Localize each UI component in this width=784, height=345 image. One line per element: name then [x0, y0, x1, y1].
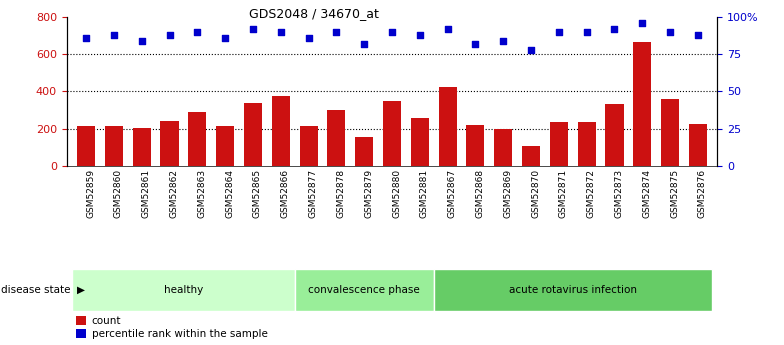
Point — [191, 29, 204, 35]
Bar — [272, 96, 290, 166]
Point — [524, 47, 537, 53]
Legend: count, percentile rank within the sample: count, percentile rank within the sample — [72, 312, 272, 344]
Bar — [244, 104, 262, 166]
Bar — [661, 99, 679, 166]
Bar — [161, 121, 179, 166]
Bar — [522, 146, 540, 166]
Bar — [383, 101, 401, 166]
Bar — [633, 42, 652, 166]
Bar — [72, 269, 295, 310]
Point — [163, 32, 176, 38]
Text: GSM52877: GSM52877 — [309, 169, 318, 218]
Point — [330, 29, 343, 35]
Point — [608, 26, 621, 32]
Text: GSM52873: GSM52873 — [615, 169, 623, 218]
Text: GSM52864: GSM52864 — [225, 169, 234, 218]
Point — [80, 35, 93, 41]
Point — [691, 32, 704, 38]
Point — [303, 35, 315, 41]
Bar — [132, 128, 151, 166]
Text: GSM52863: GSM52863 — [198, 169, 206, 218]
Point — [247, 26, 260, 32]
Point — [219, 35, 231, 41]
Bar — [299, 126, 318, 166]
Bar — [494, 128, 512, 166]
Bar — [411, 118, 429, 166]
Text: GSM52859: GSM52859 — [86, 169, 95, 218]
Text: GSM52875: GSM52875 — [670, 169, 679, 218]
Text: healthy: healthy — [164, 285, 203, 295]
Text: convalescence phase: convalescence phase — [308, 285, 420, 295]
Text: GSM52868: GSM52868 — [475, 169, 485, 218]
Bar — [295, 269, 434, 310]
Bar — [689, 124, 707, 166]
Text: acute rotavirus infection: acute rotavirus infection — [509, 285, 637, 295]
Bar — [438, 87, 456, 166]
Bar — [105, 126, 123, 166]
Bar — [466, 125, 485, 166]
Point — [469, 41, 481, 47]
Text: GSM52861: GSM52861 — [142, 169, 151, 218]
Bar — [550, 122, 568, 166]
Point — [636, 20, 648, 26]
Text: GSM52870: GSM52870 — [531, 169, 540, 218]
Point — [553, 29, 565, 35]
Bar — [216, 126, 234, 166]
Text: GSM52881: GSM52881 — [419, 169, 429, 218]
Bar — [188, 112, 206, 166]
Point — [580, 29, 593, 35]
Text: GSM52865: GSM52865 — [253, 169, 262, 218]
Text: GSM52879: GSM52879 — [365, 169, 373, 218]
Text: GSM52866: GSM52866 — [281, 169, 290, 218]
Point — [136, 38, 148, 44]
Bar — [434, 269, 712, 310]
Bar — [77, 126, 95, 166]
Text: GSM52872: GSM52872 — [586, 169, 596, 218]
Text: GDS2048 / 34670_at: GDS2048 / 34670_at — [249, 7, 379, 20]
Point — [274, 29, 287, 35]
Point — [497, 38, 510, 44]
Text: GSM52867: GSM52867 — [448, 169, 456, 218]
Bar — [355, 137, 373, 166]
Point — [441, 26, 454, 32]
Text: GSM52869: GSM52869 — [503, 169, 512, 218]
Text: GSM52878: GSM52878 — [336, 169, 346, 218]
Bar — [605, 105, 623, 166]
Point — [413, 32, 426, 38]
Text: GSM52871: GSM52871 — [559, 169, 568, 218]
Text: disease state  ▶: disease state ▶ — [1, 285, 85, 295]
Point — [386, 29, 398, 35]
Text: GSM52860: GSM52860 — [114, 169, 123, 218]
Point — [107, 32, 120, 38]
Bar — [328, 110, 346, 166]
Text: GSM52880: GSM52880 — [392, 169, 401, 218]
Bar — [578, 122, 596, 166]
Point — [664, 29, 677, 35]
Text: GSM52862: GSM52862 — [169, 169, 179, 218]
Text: GSM52876: GSM52876 — [698, 169, 707, 218]
Text: GSM52874: GSM52874 — [642, 169, 652, 218]
Point — [358, 41, 371, 47]
